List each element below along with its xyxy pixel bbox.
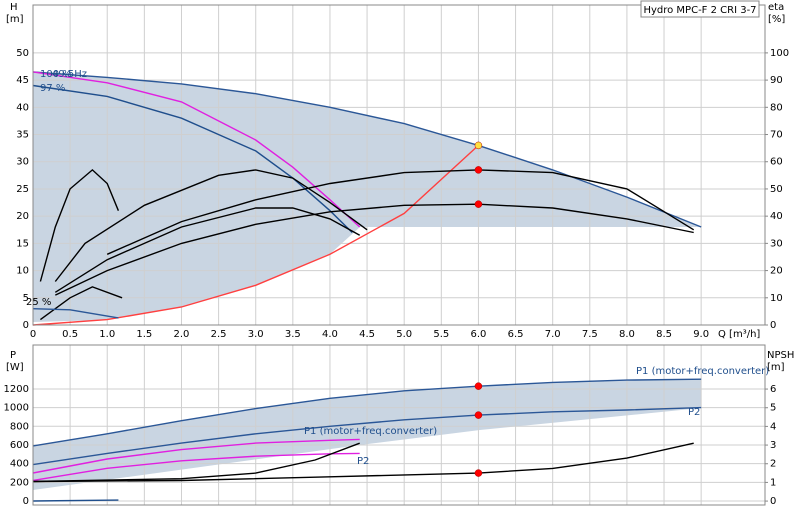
y-tick-label: 1000 (4, 403, 29, 414)
curve (32, 144, 479, 326)
y2-tick-label: 6 (770, 384, 776, 395)
curve (32, 378, 702, 447)
annotation: 25 % (26, 297, 51, 308)
annotation: 49.5Hz (52, 69, 87, 80)
y2-tick-label: 2 (770, 459, 776, 470)
y-tick-label: 600 (10, 440, 29, 451)
x-tick-label: 2.5 (211, 329, 227, 340)
y-tick-label: 30 (16, 157, 29, 168)
y2-unit: [m] (767, 362, 785, 373)
y2-tick-label: 60 (770, 157, 783, 168)
x-tick-label: 9.0 (693, 329, 709, 340)
operating-point (474, 469, 483, 477)
annotation: P2 (357, 456, 369, 467)
operating-point (474, 141, 483, 150)
curve (106, 169, 695, 255)
curve (39, 168, 120, 282)
operating-point (474, 382, 483, 390)
curve (54, 207, 361, 293)
plot-frame (32, 344, 766, 506)
x-tick-label: 2.0 (174, 329, 190, 340)
x-tick-label: 4.0 (322, 329, 338, 340)
y2-tick-label: 50 (770, 184, 783, 195)
y2-tick-label: 1 (770, 477, 776, 488)
y2-tick-label: 90 (770, 75, 783, 86)
y2-tick-label: 10 (770, 293, 783, 304)
annotation: 100 % (40, 69, 72, 80)
curve (32, 84, 353, 233)
x-tick-label: 7.5 (582, 329, 598, 340)
y-tick-label: 1200 (4, 384, 29, 395)
operating-point (474, 200, 483, 208)
annotation: P1 (motor+freq.converter) (304, 426, 437, 437)
y2-tick-label: 5 (770, 403, 776, 414)
x-tick-label: 5.0 (396, 329, 412, 340)
y-tick-label: 400 (10, 459, 29, 470)
x-tick-label: 5.5 (433, 329, 449, 340)
y-label: P (10, 350, 16, 361)
y-unit: [m] (6, 14, 24, 25)
x-tick-label: 6.0 (470, 329, 486, 340)
y2-tick-label: 0 (770, 320, 776, 331)
curve (32, 71, 361, 228)
y-tick-label: 20 (16, 211, 29, 222)
x-tick-label: 3.5 (285, 329, 301, 340)
x-tick-label: 8.5 (656, 329, 672, 340)
y2-tick-label: 40 (770, 211, 783, 222)
y-unit: [W] (6, 362, 24, 373)
operating-point (474, 411, 483, 419)
curve (32, 438, 360, 474)
curve (32, 442, 360, 483)
x-tick-label: 1.0 (99, 329, 115, 340)
y2-tick-label: 80 (770, 102, 783, 113)
plot-frame (32, 4, 766, 326)
y-tick-label: 45 (16, 75, 29, 86)
curve (32, 499, 119, 502)
y-tick-label: 200 (10, 477, 29, 488)
y-tick-label: 35 (16, 130, 29, 141)
y-tick-label: 800 (10, 421, 29, 432)
title-box (640, 0, 760, 18)
y-tick-label: 5 (23, 293, 29, 304)
x-tick-label: 7.0 (545, 329, 561, 340)
y-tick-label: 25 (16, 184, 29, 195)
y2-tick-label: 4 (770, 421, 776, 432)
curve (54, 169, 368, 282)
y-tick-label: 0 (23, 320, 29, 331)
operating-point (474, 166, 483, 174)
curve (32, 308, 119, 319)
annotation: P2 (688, 407, 700, 418)
annotation: 97 % (40, 83, 65, 94)
y2-label: NPSH (767, 350, 794, 361)
curve (32, 71, 702, 228)
x-label: Q [m³/h] (718, 329, 760, 340)
y-tick-label: 50 (16, 48, 29, 59)
x-tick-label: 3.0 (248, 329, 264, 340)
curve (32, 406, 702, 466)
y2-tick-label: 20 (770, 266, 783, 277)
y2-unit: [%] (768, 14, 785, 25)
y2-tick-label: 100 (770, 48, 789, 59)
y-tick-label: 15 (16, 238, 29, 249)
x-tick-label: 1.5 (136, 329, 152, 340)
x-tick-label: 6.5 (508, 329, 524, 340)
annotation: P1 (motor+freq.converter) (636, 366, 769, 377)
curve (55, 203, 694, 296)
x-tick-label: 4.5 (359, 329, 375, 340)
y-tick-label: 40 (16, 102, 29, 113)
y2-tick-label: 30 (770, 238, 783, 249)
curve (32, 452, 360, 482)
x-tick-label: 8.0 (619, 329, 635, 340)
title: Hydro MPC-F 2 CRI 3-7 (643, 5, 756, 16)
x-tick-label: 0 (30, 329, 36, 340)
y2-tick-label: 70 (770, 130, 783, 141)
y-tick-label: 0 (23, 496, 29, 507)
y2-label: eta (768, 2, 784, 13)
y-tick-label: 10 (16, 266, 29, 277)
y2-tick-label: 0 (770, 496, 776, 507)
y2-tick-label: 3 (770, 440, 776, 451)
x-tick-label: 0.5 (62, 329, 78, 340)
y-label: H (10, 2, 18, 13)
